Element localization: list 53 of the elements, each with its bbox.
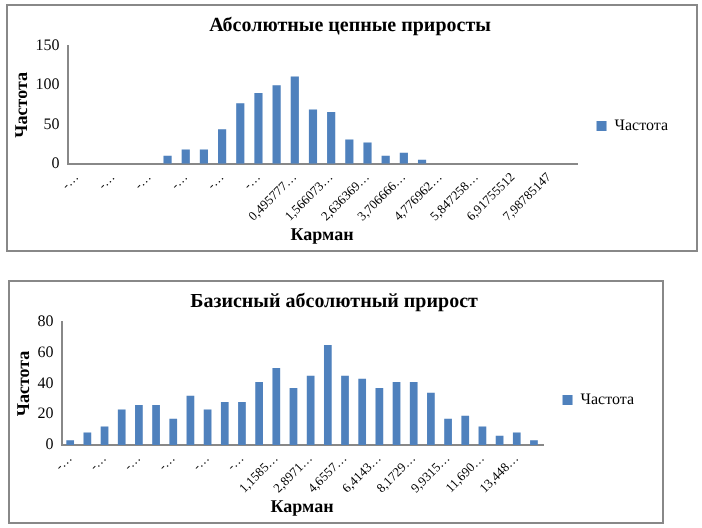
bar [238, 401, 246, 445]
bar [375, 388, 384, 445]
bar [289, 388, 298, 445]
bar [218, 129, 227, 164]
bar [306, 375, 315, 445]
bar [236, 103, 245, 164]
y-tick-label: 20 [37, 404, 54, 423]
bar [186, 395, 195, 445]
bar [199, 149, 209, 164]
y-tick-label: 60 [37, 342, 54, 361]
bar [220, 401, 229, 445]
y-axis-title: Частота [11, 71, 32, 138]
bar [363, 142, 372, 164]
bar [327, 111, 336, 164]
bar [290, 76, 299, 164]
bar [255, 381, 263, 445]
y-axis-title: Частота [13, 349, 34, 417]
bar [181, 149, 190, 164]
y-tick-label: 80 [37, 312, 54, 331]
bar [203, 409, 212, 445]
bar [100, 426, 109, 445]
bar [461, 415, 470, 445]
bar [392, 381, 401, 445]
x-axis-title: Карман [290, 223, 354, 244]
y-tick-label: 0 [45, 435, 54, 454]
bar [152, 404, 160, 445]
bar [323, 345, 332, 445]
legend-label: Частота [614, 116, 669, 135]
bar [478, 426, 487, 445]
y-tick-label: 40 [37, 373, 54, 392]
bar [308, 109, 318, 164]
bar [341, 375, 349, 445]
y-tick-label: 0 [51, 153, 60, 172]
bar [358, 378, 367, 445]
bar [272, 368, 281, 445]
bar [117, 409, 126, 445]
y-tick-label: 50 [43, 114, 60, 133]
chart-title: Абсолютные цепные приросты [209, 15, 492, 38]
bar [135, 404, 143, 445]
bar [444, 418, 452, 445]
bar [254, 93, 263, 164]
bar [272, 85, 281, 164]
bar [409, 381, 418, 445]
chart-title: Базисный абсолютный прирост [190, 291, 478, 314]
y-tick-label: 100 [35, 75, 60, 94]
bar [169, 418, 178, 445]
y-tick-label: 150 [35, 36, 60, 55]
legend-label: Частота [580, 390, 635, 409]
bar [512, 432, 521, 445]
bar [163, 155, 172, 164]
x-axis-title: Карман [270, 495, 334, 516]
bar [345, 139, 354, 164]
bar [427, 392, 435, 445]
